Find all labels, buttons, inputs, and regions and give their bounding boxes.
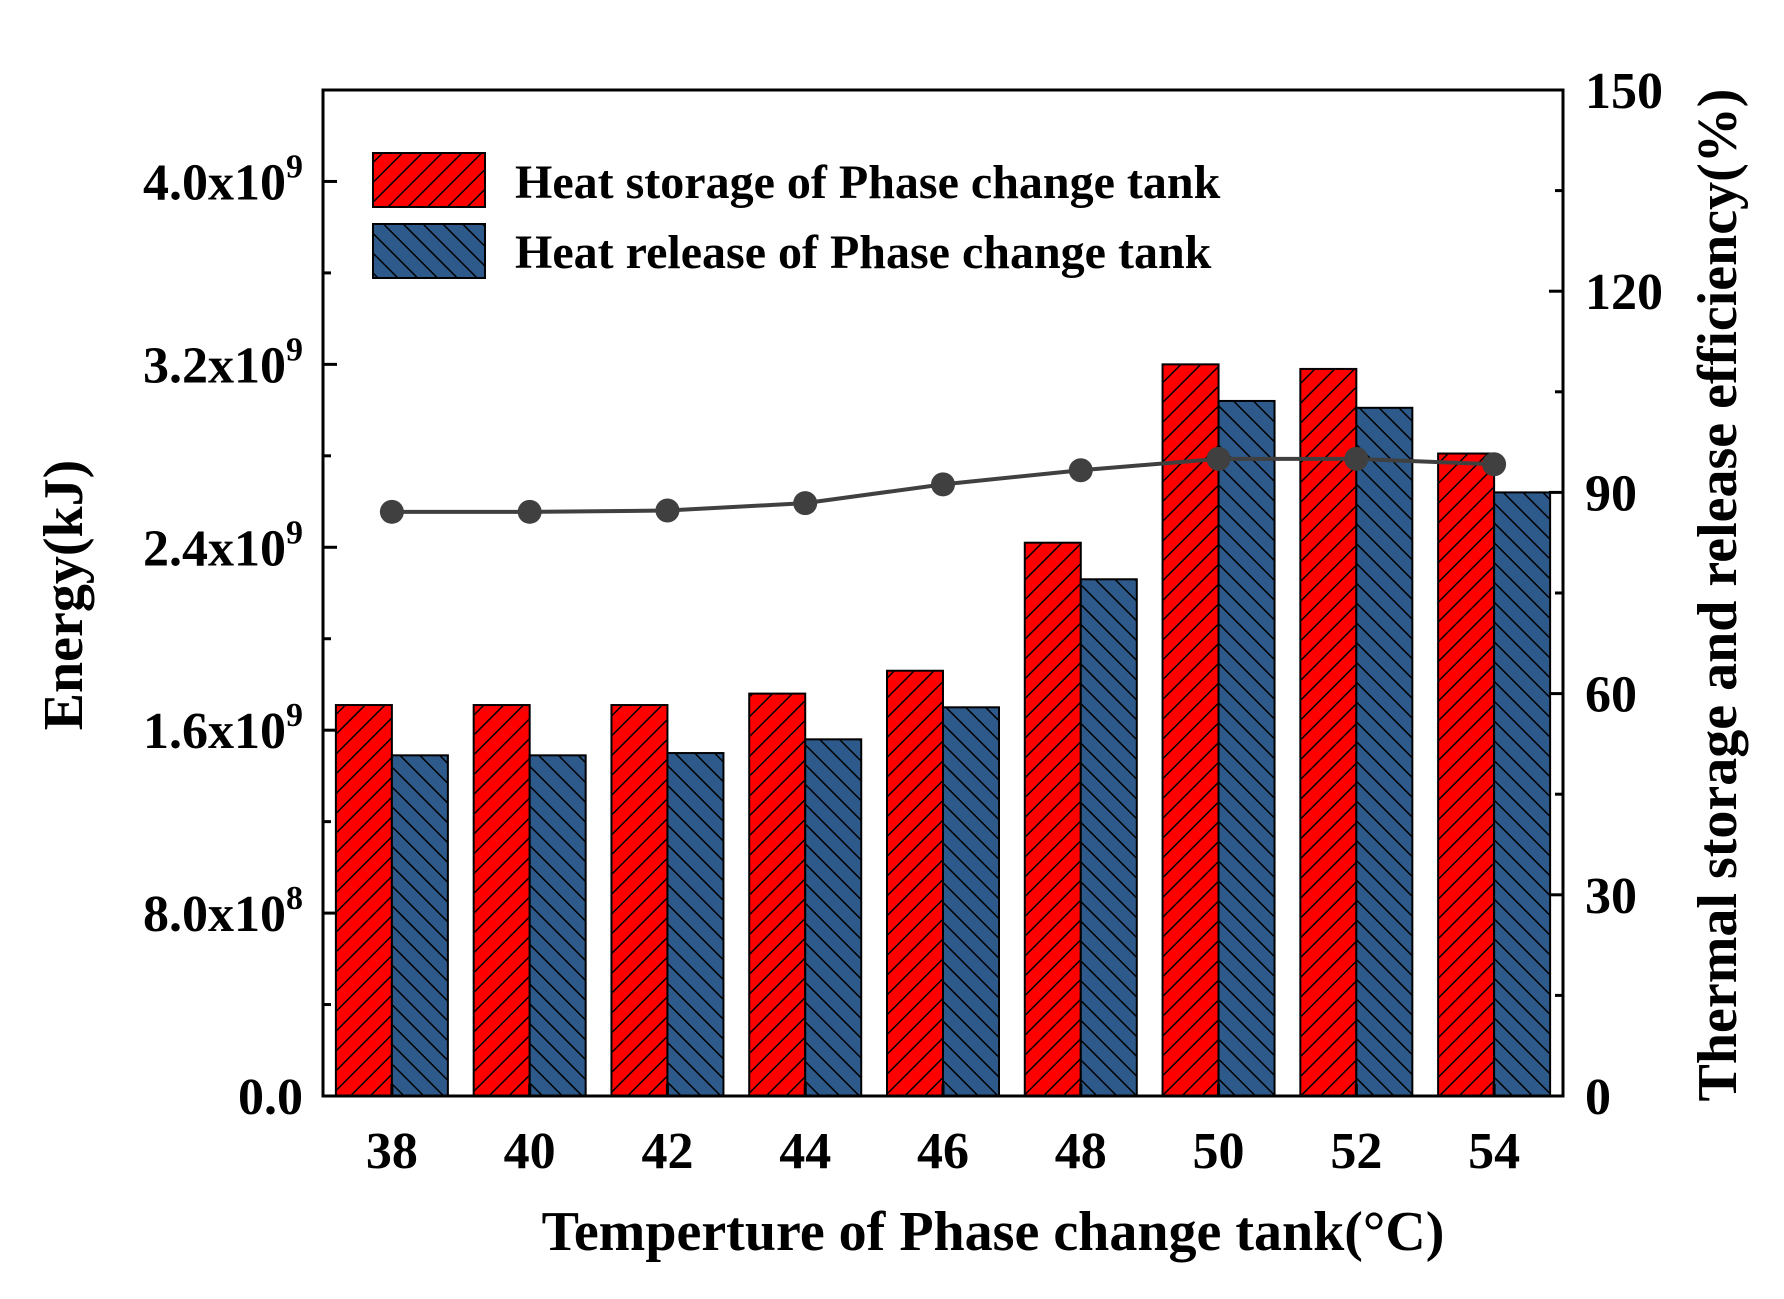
x-tick-label: 46: [917, 1123, 969, 1180]
efficiency-line-layer: [379, 446, 1507, 524]
x-tick-label: 54: [1468, 1123, 1520, 1180]
bar-heat-release-48: [1079, 578, 1138, 1097]
y2-tick-label: 150: [1585, 63, 1663, 120]
efficiency-point-38: [379, 499, 404, 524]
y-tick-label: 0.0: [238, 1069, 303, 1126]
axes-layer: 0.0 8.0x108 1.6x109 2.4x109 3.2x109 4.0x109 0 3…: [143, 63, 1663, 1180]
bar-heat-storage-44: [748, 692, 807, 1097]
efficiency-point-42: [655, 498, 680, 523]
x-tick-label: 52: [1330, 1123, 1382, 1180]
bar-heat-storage-42: [610, 704, 669, 1097]
efficiency-point-52: [1344, 446, 1369, 471]
y2-tick-label: 60: [1585, 667, 1637, 724]
x-tick-label: 50: [1193, 1123, 1245, 1180]
legend: Heat storage of Phase change tank Heat r…: [372, 152, 1221, 279]
x-axis-title: Temperture of Phase change tank(°C): [542, 1201, 1445, 1263]
bar-heat-release-50: [1217, 399, 1276, 1098]
x-tick-label: 38: [366, 1123, 418, 1180]
y-tick-label: 2.4x109: [143, 514, 303, 577]
y2-tick-label: 30: [1585, 868, 1637, 925]
bar-heat-storage-52: [1299, 367, 1358, 1098]
bar-heat-storage-38: [334, 704, 393, 1097]
x-tick-label: 40: [504, 1123, 556, 1180]
y2-tick-label: 120: [1585, 264, 1663, 321]
x-tick-label: 44: [779, 1123, 831, 1180]
efficiency-point-40: [517, 499, 542, 524]
efficiency-point-50: [1206, 446, 1231, 471]
efficiency-point-46: [931, 472, 955, 497]
bar-heat-release-42: [666, 752, 725, 1098]
y-tick-label: 8.0x108: [143, 880, 303, 943]
bar-heat-release-40: [528, 754, 587, 1098]
legend-swatch-heat-storage: [372, 152, 486, 208]
bar-heat-release-44: [804, 738, 863, 1097]
efficiency-point-48: [1068, 458, 1093, 483]
y-tick-label: 3.2x109: [143, 331, 303, 394]
bar-heat-release-52: [1355, 406, 1414, 1097]
bar-heat-storage-54: [1437, 452, 1496, 1098]
legend-label-heat-release: Heat release of Phase change tank: [515, 226, 1212, 279]
y-axis-title: Energy(kJ): [33, 460, 95, 731]
bar-heat-storage-40: [472, 704, 531, 1097]
bar-heat-release-54: [1493, 491, 1552, 1097]
bar-heat-storage-48: [1023, 541, 1082, 1097]
efficiency-point-44: [793, 491, 818, 516]
efficiency-point-54: [1482, 452, 1507, 477]
bar-heat-release-38: [390, 754, 449, 1098]
y-tick-label: 1.6x109: [143, 697, 303, 760]
y-tick-label: 4.0x109: [143, 148, 303, 211]
legend-label-heat-storage: Heat storage of Phase change tank: [515, 156, 1221, 209]
bars-layer: [334, 363, 1552, 1098]
bar-heat-release-46: [942, 706, 1000, 1097]
y2-tick-label: 90: [1585, 465, 1637, 522]
legend-swatch-heat-release: [372, 223, 486, 279]
x-tick-label: 42: [641, 1123, 693, 1180]
y2-tick-label: 0: [1585, 1069, 1611, 1126]
bar-heat-storage-50: [1161, 363, 1220, 1097]
y2-axis-title: Thermal storage and release efficiency(%…: [1687, 89, 1749, 1102]
x-tick-label: 48: [1055, 1123, 1107, 1180]
bar-heat-storage-46: [886, 669, 944, 1098]
